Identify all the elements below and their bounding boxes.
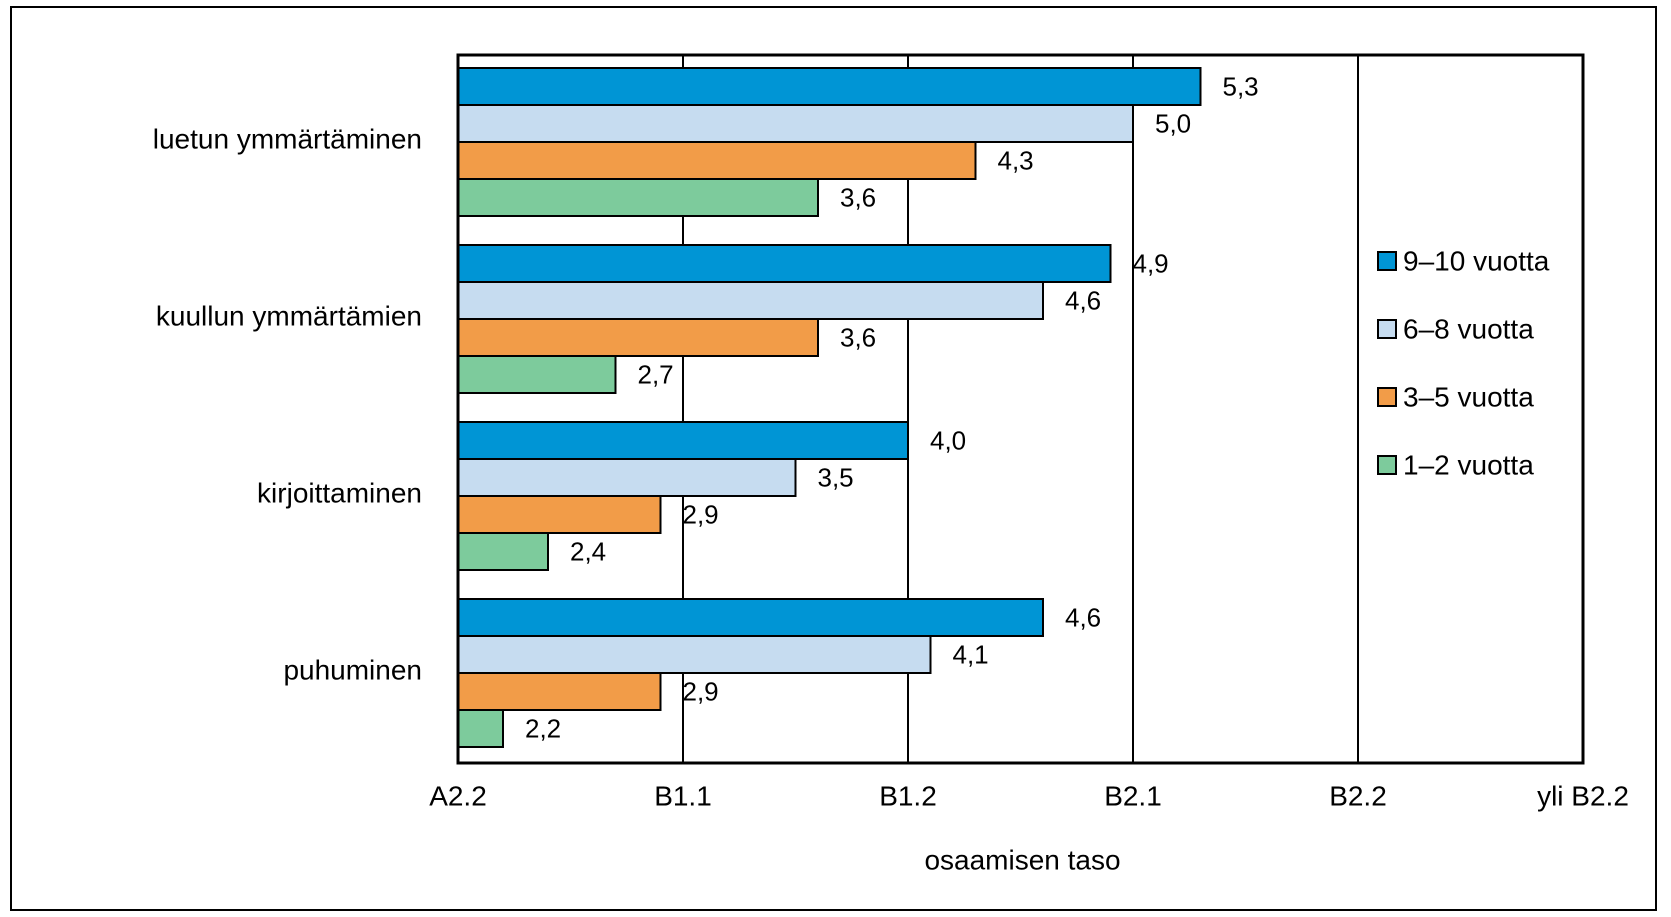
bar (457, 635, 932, 674)
legend-swatch (1377, 387, 1397, 407)
data-label: 3,6 (840, 322, 876, 352)
data-label: 5,0 (1155, 108, 1191, 138)
x-tick-label: yli B2.2 (1537, 780, 1629, 811)
data-label: 5,3 (1223, 71, 1259, 101)
x-tick-label: B2.2 (1329, 780, 1387, 811)
legend-swatch (1377, 319, 1397, 339)
data-label: 4,6 (1065, 285, 1101, 315)
data-label: 4,9 (1133, 248, 1169, 278)
category-label: luetun ymmärtäminen (153, 123, 422, 154)
bar (457, 421, 909, 460)
data-label: 2,7 (638, 359, 674, 389)
x-tick-label: B1.1 (654, 780, 712, 811)
bar (457, 67, 1202, 106)
x-axis-label: osaamisen taso (924, 844, 1120, 875)
legend-label: 1–2 vuotta (1403, 449, 1534, 480)
category-label: kuullun ymmärtämien (156, 300, 422, 331)
x-tick-label: A2.2 (429, 780, 487, 811)
legend-label: 6–8 vuotta (1403, 313, 1534, 344)
bar (457, 244, 1112, 283)
plot-border (456, 53, 1585, 765)
category-label: puhuminen (283, 654, 422, 685)
data-label: 4,6 (1065, 602, 1101, 632)
bar (457, 104, 1134, 143)
legend-swatch (1377, 455, 1397, 475)
legend-label: 3–5 vuotta (1403, 381, 1534, 412)
legend-swatch (1377, 251, 1397, 271)
data-label: 3,6 (840, 182, 876, 212)
x-tick-label: B2.1 (1104, 780, 1162, 811)
bar (457, 458, 797, 497)
bar (457, 318, 819, 357)
data-label: 2,9 (683, 676, 719, 706)
data-label: 2,2 (525, 713, 561, 743)
bar (457, 355, 617, 394)
bar (457, 709, 504, 748)
bar (457, 281, 1044, 320)
bar (457, 495, 662, 534)
data-label: 4,1 (953, 639, 989, 669)
data-label: 2,9 (683, 499, 719, 529)
bar (457, 598, 1044, 637)
data-label: 3,5 (818, 462, 854, 492)
category-label: kirjoittaminen (257, 477, 422, 508)
legend-label: 9–10 vuotta (1403, 245, 1550, 276)
data-label: 2,4 (570, 536, 606, 566)
data-label: 4,3 (998, 145, 1034, 175)
data-label: 4,0 (930, 425, 966, 455)
bar (457, 532, 549, 571)
bar (457, 672, 662, 711)
bar (457, 141, 977, 180)
x-tick-label: B1.2 (879, 780, 937, 811)
bar (457, 178, 819, 217)
